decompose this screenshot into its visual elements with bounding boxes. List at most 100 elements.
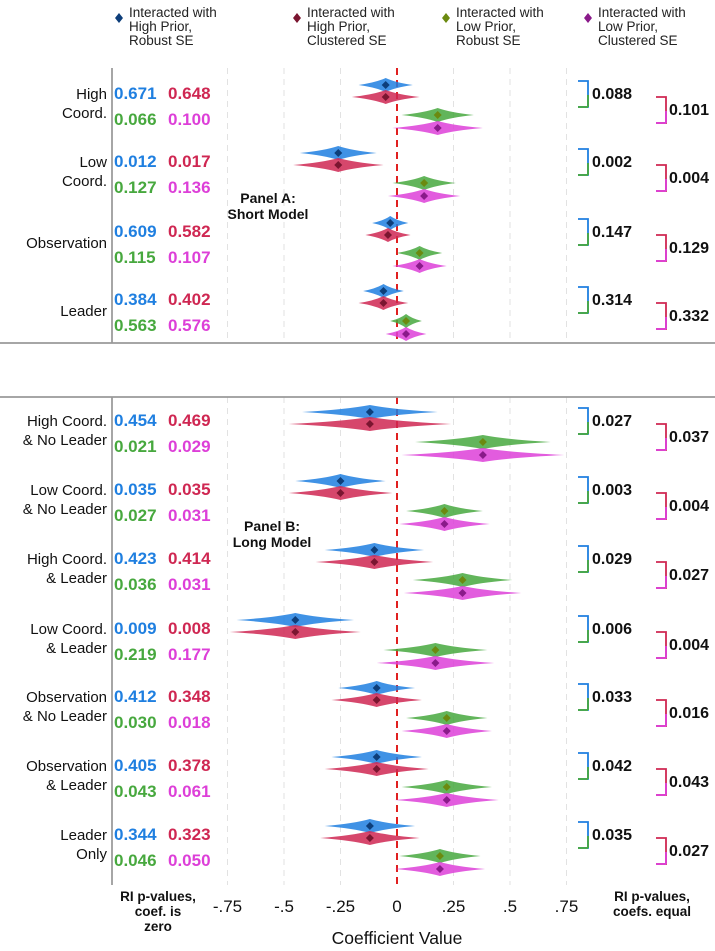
coef-point-estimate	[365, 408, 374, 416]
coef-point-estimate	[336, 489, 345, 497]
p-value-coef-zero: 0.469	[168, 411, 211, 430]
row-label: Leader	[60, 827, 107, 844]
bracket-clustered	[656, 96, 667, 124]
row-label: Low	[79, 154, 107, 171]
bracket-robust	[578, 80, 589, 108]
x-tick-label: -.25	[326, 897, 355, 916]
p-value-coef-zero: 0.021	[114, 437, 157, 456]
row-label: High	[76, 86, 107, 103]
p-value-coef-zero: 0.136	[168, 178, 211, 197]
coef-point-estimate	[442, 783, 451, 791]
coef-point-estimate	[442, 727, 451, 735]
p-value-coefs-equal-clustered: 0.027	[669, 567, 709, 584]
p-value-coef-zero: 0.009	[114, 619, 157, 638]
coef-point-estimate	[433, 124, 442, 132]
coef-point-estimate	[435, 865, 444, 873]
p-value-coefs-equal-robust: 0.033	[592, 689, 632, 706]
x-tick-label: .75	[555, 897, 579, 916]
row-label: Low Coord.	[30, 482, 107, 499]
bracket-clustered	[656, 492, 667, 520]
panel-label: Long Model	[233, 534, 312, 550]
legend-entry-text: High Prior,	[307, 19, 370, 34]
coef-point-estimate	[415, 262, 424, 270]
p-value-coefs-equal-robust: 0.147	[592, 224, 632, 241]
coef-point-estimate	[433, 111, 442, 119]
coef-point-estimate	[458, 576, 467, 584]
coef-point-estimate	[370, 558, 379, 566]
legend-marker	[584, 13, 592, 23]
bracket-robust	[578, 821, 589, 849]
coef-point-estimate	[365, 834, 374, 842]
coef-point-estimate	[291, 616, 300, 624]
p-value-coef-zero: 0.018	[168, 713, 211, 732]
legend-entry-text: Robust SE	[129, 33, 194, 48]
p-value-coef-zero: 0.582	[168, 222, 211, 241]
legend-marker	[115, 13, 123, 23]
p-value-coef-zero: 0.384	[114, 290, 157, 309]
bracket-robust	[578, 218, 589, 246]
p-value-coefs-equal-clustered: 0.332	[669, 308, 709, 325]
row-label: Coord.	[62, 105, 107, 122]
coef-point-estimate	[415, 249, 424, 257]
coef-point-estimate	[372, 684, 381, 692]
p-value-coef-zero: 0.115	[114, 248, 156, 267]
p-value-coefs-equal-robust: 0.029	[592, 551, 632, 568]
p-value-coef-zero: 0.454	[114, 411, 157, 430]
p-value-coef-zero: 0.563	[114, 316, 157, 335]
x-tick-label: .5	[503, 897, 517, 916]
p-value-coefs-equal-robust: 0.003	[592, 482, 632, 499]
p-value-coef-zero: 0.035	[114, 480, 157, 499]
p-value-coef-zero: 0.378	[168, 756, 211, 775]
p-value-coef-zero: 0.402	[168, 290, 211, 309]
coef-point-estimate	[431, 646, 440, 654]
bracket-robust	[578, 286, 589, 314]
coef-point-estimate	[458, 589, 467, 597]
bracket-clustered	[656, 631, 667, 659]
coef-point-estimate	[291, 628, 300, 636]
p-value-coef-zero: 0.027	[114, 506, 157, 525]
p-value-coef-zero: 0.046	[114, 851, 157, 870]
p-value-coefs-equal-clustered: 0.043	[669, 774, 709, 791]
p-value-coefs-equal-robust: 0.088	[592, 86, 632, 103]
p-value-coef-zero: 0.030	[114, 713, 157, 732]
p-value-coefs-equal-robust: 0.027	[592, 413, 632, 430]
p-value-coef-zero: 0.036	[114, 575, 157, 594]
bracket-clustered	[656, 302, 667, 330]
panel-label: Panel B:	[244, 518, 300, 534]
coef-point-estimate	[478, 438, 487, 446]
footer-left-note: coef. is	[135, 904, 182, 919]
legend-entry-text: Clustered SE	[307, 33, 387, 48]
row-label: Observation	[26, 235, 107, 252]
bracket-robust	[578, 148, 589, 176]
coef-point-estimate	[478, 451, 487, 459]
coef-point-estimate	[381, 81, 390, 89]
bracket-robust	[578, 545, 589, 573]
p-value-coef-zero: 0.414	[168, 549, 211, 568]
coef-point-estimate	[440, 520, 449, 528]
p-value-coefs-equal-clustered: 0.016	[669, 705, 709, 722]
coef-point-estimate	[442, 796, 451, 804]
coef-point-estimate	[442, 714, 451, 722]
footer-left-note: RI p-values,	[120, 889, 196, 904]
p-value-coef-zero: 0.405	[114, 756, 157, 775]
p-value-coefs-equal-robust: 0.002	[592, 154, 632, 171]
row-label: Low Coord.	[30, 621, 107, 638]
p-value-coef-zero: 0.017	[168, 152, 211, 171]
row-label: High Coord.	[27, 413, 107, 430]
p-value-coefs-equal-robust: 0.035	[592, 827, 632, 844]
bracket-robust	[578, 407, 589, 435]
footer-right-note: coefs. equal	[613, 904, 691, 919]
bracket-clustered	[656, 837, 667, 865]
p-value-coef-zero: 0.031	[168, 506, 211, 525]
p-value-coef-zero: 0.050	[168, 851, 211, 870]
coef-point-estimate	[334, 161, 343, 169]
p-value-coef-zero: 0.344	[114, 825, 157, 844]
legend-entry-text: Low Prior,	[598, 19, 658, 34]
p-value-coef-zero: 0.107	[168, 248, 211, 267]
coef-point-estimate	[379, 299, 388, 307]
legend-entry-text: Interacted with	[129, 5, 217, 20]
p-value-coef-zero: 0.609	[114, 222, 157, 241]
coef-point-estimate	[334, 149, 343, 157]
p-value-coef-zero: 0.177	[168, 645, 211, 664]
bracket-clustered	[656, 234, 667, 262]
